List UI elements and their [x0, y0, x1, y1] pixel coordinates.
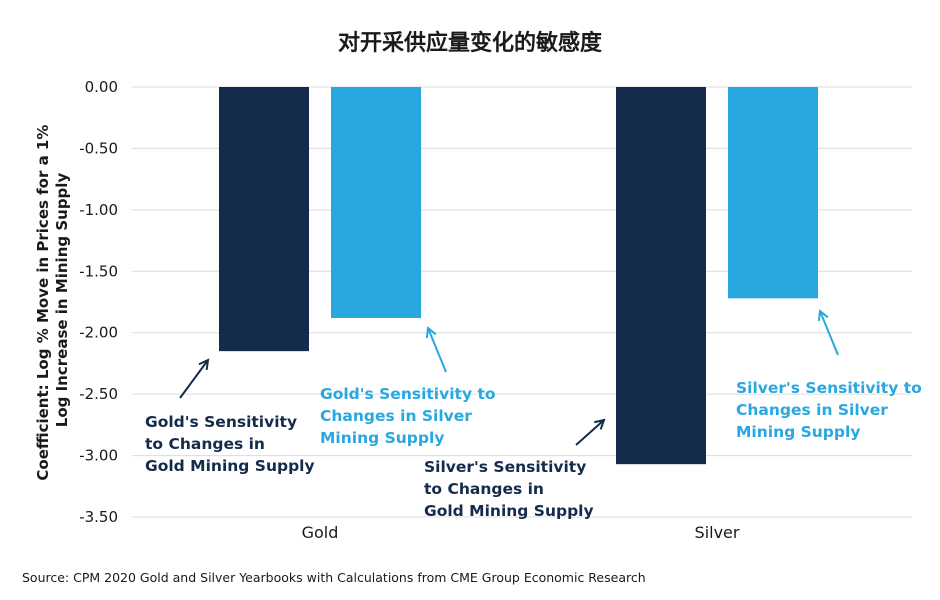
annotation-arrowhead — [594, 418, 606, 430]
annotation: Silver's Sensitivity to Changes in Silver… — [736, 309, 922, 441]
y-tick-label: -3.50 — [79, 508, 118, 526]
annotation-text: Gold's Sensitivity to Changes in Silver Mi… — [320, 385, 496, 447]
annotation-arrow — [819, 310, 839, 356]
y-tick-label: 0.00 — [85, 78, 118, 96]
annotations: Gold's Sensitivity to Changes in Gold Mini… — [145, 309, 922, 520]
y-axis-label: Coefficient: Log % Move in Prices for a … — [34, 119, 71, 480]
y-tick-label: -1.00 — [79, 201, 118, 219]
annotation-line: Silver's Sensitivity to — [736, 379, 922, 397]
annotation-line: Gold Mining Supply — [145, 457, 315, 475]
category-label: Gold — [302, 523, 339, 542]
bar-gold-1 — [219, 87, 309, 352]
bars — [219, 87, 818, 465]
y-axis-label-line-2: Log Increase in Mining Supply — [53, 173, 71, 428]
annotation-line: to Changes in — [145, 435, 265, 453]
annotation: Silver's Sensitivity to Changes in Gold Mi… — [424, 418, 606, 520]
annotation-line: Mining Supply — [736, 423, 860, 441]
annotation-arrowhead — [198, 358, 210, 371]
bar-silver-2 — [728, 87, 818, 299]
annotation-line: Changes in Silver — [736, 401, 888, 419]
annotation-line: to Changes in — [424, 480, 544, 498]
y-axis-label-line-1: Coefficient: Log % Move in Prices for a … — [34, 125, 52, 481]
bar-gold-2 — [331, 87, 421, 318]
chart-title: 对开采供应量变化的敏感度 — [338, 30, 603, 56]
annotation-line: Gold Mining Supply — [424, 502, 594, 520]
annotation-text: Silver's Sensitivity to Changes in Silver… — [736, 379, 922, 441]
bar-silver-1 — [616, 87, 706, 465]
annotation: Gold's Sensitivity to Changes in Silver Mi… — [320, 326, 496, 447]
annotation-line: Mining Supply — [320, 429, 444, 447]
y-tick-label: -0.50 — [79, 139, 118, 157]
annotation-arrowhead — [425, 326, 437, 339]
annotation-arrow — [179, 359, 209, 399]
annotation-arrowhead — [817, 309, 829, 322]
y-tick-label: -2.50 — [79, 385, 118, 403]
y-tick-labels: 0.00 -0.50 -1.00 -1.50 -2.00 -2.50 -3.00 -3.50 — [79, 78, 118, 526]
y-tick-label: -2.00 — [79, 324, 118, 342]
annotation-arrow — [575, 419, 605, 446]
y-tick-label: -3.00 — [79, 447, 118, 465]
annotation-arrow — [427, 327, 447, 373]
annotation-line: Changes in Silver — [320, 407, 472, 425]
category-label: Silver — [695, 523, 740, 542]
annotation-text: Gold's Sensitivity to Changes in Gold Mini… — [145, 413, 315, 475]
y-tick-label: -1.50 — [79, 262, 118, 280]
annotation-line: Gold's Sensitivity to — [320, 385, 496, 403]
annotation-line: Silver's Sensitivity — [424, 458, 586, 476]
annotation-text: Silver's Sensitivity to Changes in Gold Mi… — [424, 458, 594, 520]
source-note: Source: CPM 2020 Gold and Silver Yearboo… — [22, 570, 646, 585]
category-labels: Gold Silver — [302, 523, 740, 542]
annotation: Gold's Sensitivity to Changes in Gold Mini… — [145, 358, 315, 475]
annotation-line: Gold's Sensitivity — [145, 413, 297, 431]
